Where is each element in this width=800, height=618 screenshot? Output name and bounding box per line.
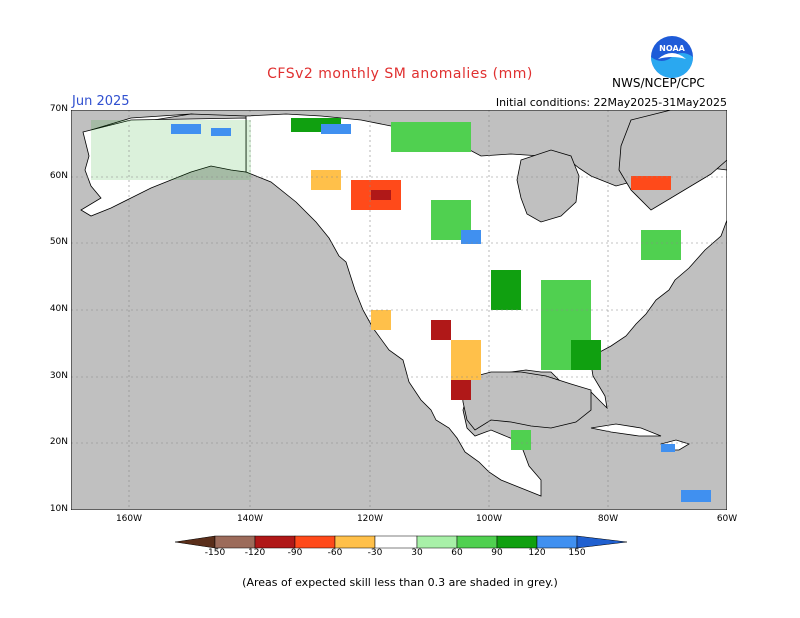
svg-text:NOAA: NOAA <box>659 44 685 53</box>
lat-label: 40N <box>49 304 68 314</box>
lon-label: 160W <box>115 514 143 524</box>
colorbar-label: 90 <box>491 548 503 558</box>
colorbar-label: -30 <box>367 548 383 558</box>
colorbar <box>175 535 627 549</box>
colorbar-label: 150 <box>568 548 586 558</box>
colorbar-arrow-high <box>576 535 627 549</box>
lon-label: 80W <box>597 514 619 524</box>
lat-label: 30N <box>49 371 68 381</box>
colorbar-label: 30 <box>411 548 423 558</box>
lat-label: 20N <box>49 437 68 447</box>
colorbar-label: -60 <box>327 548 343 558</box>
colorbar-arrow-low <box>175 535 216 549</box>
gulf-of-mexico <box>460 371 592 431</box>
colorbar-label: -120 <box>244 548 266 558</box>
hudson-bay <box>516 149 580 223</box>
lon-label: 60W <box>716 514 738 524</box>
colorbar-label: -90 <box>287 548 303 558</box>
colorbar-label: 60 <box>451 548 463 558</box>
alaska <box>80 117 247 217</box>
noaa-logo: NOAA <box>651 36 693 78</box>
lat-label: 10N <box>49 504 68 514</box>
lat-label: 70N <box>49 104 68 114</box>
agency-label: NWS/NCEP/CPC <box>612 76 705 90</box>
initial-conditions: Initial conditions: 22May2025-31May2025 <box>495 96 727 109</box>
forecast-month: Jun 2025 <box>72 94 130 109</box>
colorbar-label: -150 <box>204 548 226 558</box>
lon-label: 140W <box>236 514 264 524</box>
graticule <box>71 110 727 510</box>
anomaly-patches <box>91 118 711 502</box>
soil-moisture-map <box>71 110 727 510</box>
lon-label: 120W <box>356 514 384 524</box>
chart-title: CFSv2 monthly SM anomalies (mm) <box>267 66 533 82</box>
colorbar-label: 120 <box>528 548 546 558</box>
lat-label: 50N <box>49 237 68 247</box>
cuba <box>590 423 662 437</box>
footnote: (Areas of expected skill less than 0.3 a… <box>242 576 558 589</box>
lon-label: 100W <box>475 514 503 524</box>
lat-label: 60N <box>49 171 68 181</box>
